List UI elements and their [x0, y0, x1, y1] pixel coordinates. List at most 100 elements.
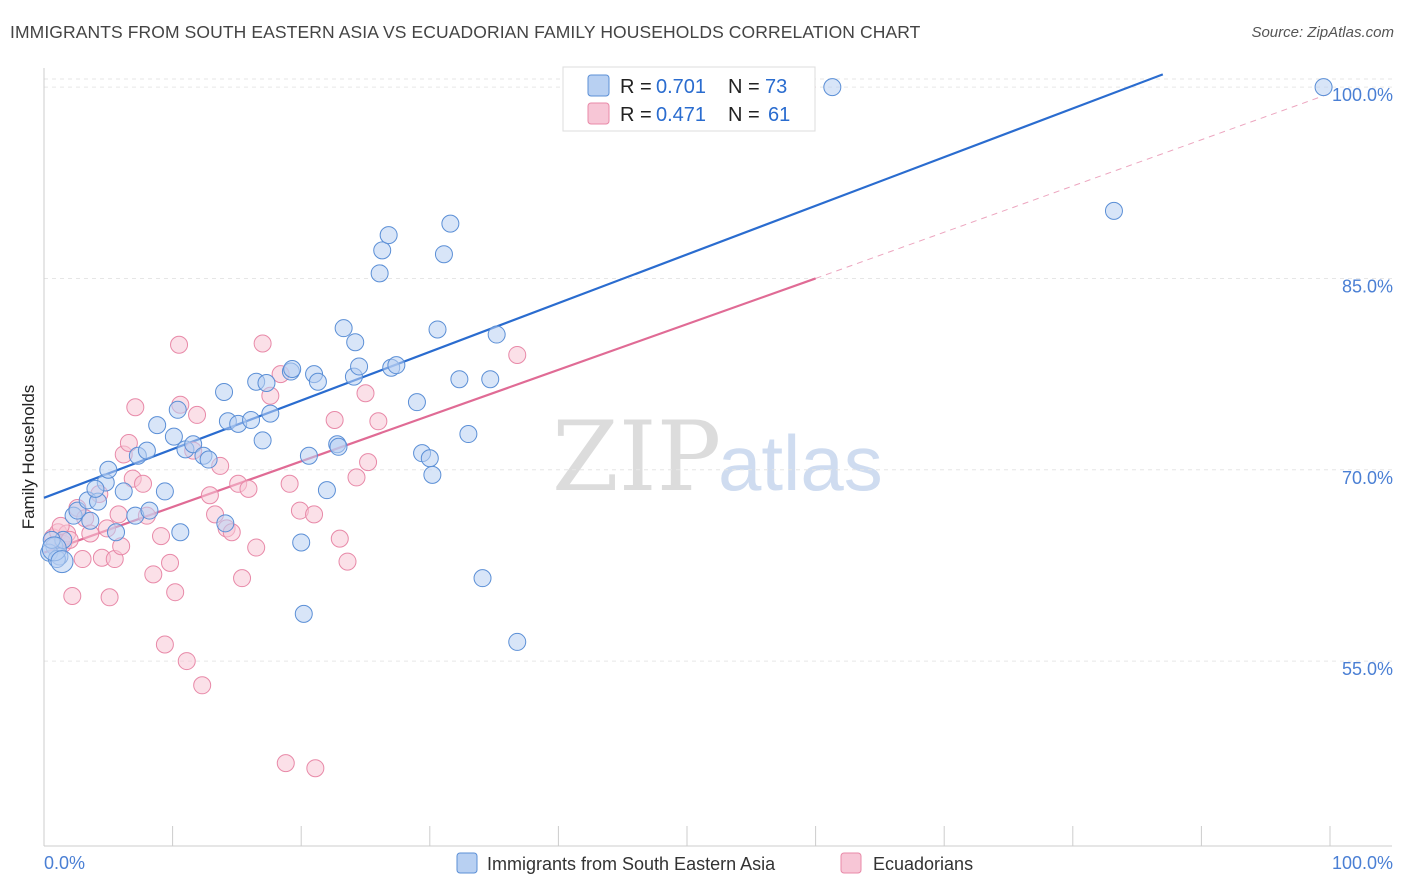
sea-point: [283, 359, 302, 378]
sea-point: [823, 78, 842, 97]
sea-point: [420, 449, 439, 468]
sea-point: [370, 264, 389, 283]
watermark-atlas: atlas: [718, 419, 883, 507]
source-label: Source: ZipAtlas.com: [1251, 24, 1394, 41]
axes: [43, 68, 1392, 847]
sea-point: [114, 482, 133, 501]
sea-point: [184, 435, 203, 454]
ecuadorians-point: [73, 550, 92, 569]
sea-point: [81, 511, 100, 530]
ecuadorians-point: [280, 474, 299, 493]
legend-blue-r-value: 0.701: [656, 76, 706, 98]
ecuadorians-point: [109, 505, 128, 524]
ecuadorians-point: [161, 553, 180, 572]
sea-points: [40, 78, 1333, 651]
sea-point: [299, 446, 318, 465]
y-tick-label: 55.0%: [1342, 659, 1393, 679]
sea-point: [155, 482, 174, 501]
ecuadorians-trend-line: [43, 277, 816, 554]
sea-point: [140, 501, 159, 520]
ecuadorians-point: [247, 538, 266, 557]
ecuadorians-point: [359, 453, 378, 472]
sea-point: [294, 604, 313, 623]
ecuadorians-point: [306, 759, 325, 778]
sea-point: [86, 479, 105, 498]
bottom-legend-pink-label: Ecuadorians: [873, 854, 973, 874]
sea-point: [242, 411, 261, 430]
ecuadorians-point: [347, 468, 366, 487]
legend-blue-swatch: [587, 74, 610, 97]
ecuadorians-point: [100, 588, 119, 607]
sea-point: [329, 437, 348, 456]
y-tick-label: 100.0%: [1332, 85, 1393, 105]
legend-blue-r-label: R =: [620, 76, 652, 98]
chart-title: IMMIGRANTS FROM SOUTH EASTERN ASIA VS EC…: [10, 22, 921, 42]
ecuadorians-trend-extension: [815, 93, 1331, 279]
sea-point: [346, 333, 365, 352]
ecuadorians-point: [253, 334, 272, 353]
y-axis-title: Family Households: [19, 385, 38, 530]
legend-pink-r-value: 0.471: [656, 104, 706, 126]
sea-point: [99, 460, 118, 479]
sea-point: [428, 320, 447, 339]
ecuadorians-point: [170, 335, 189, 354]
ecuadorians-point: [188, 405, 207, 424]
sea-point: [215, 382, 234, 401]
sea-point: [473, 569, 492, 588]
sea-point: [257, 374, 276, 393]
bottom-legend-pink-swatch: [840, 852, 862, 874]
ecuadorians-point: [193, 676, 212, 695]
ecuadorians-point: [369, 412, 388, 431]
sea-point: [334, 319, 353, 338]
sea-point: [107, 523, 126, 542]
sea-point: [261, 404, 280, 423]
sea-point: [434, 245, 453, 264]
sea-point: [441, 214, 460, 233]
ecuadorians-point: [155, 635, 174, 654]
y-tick-label: 85.0%: [1342, 276, 1393, 296]
x-tick-label-max: 100.0%: [1332, 853, 1393, 873]
watermark-zip: ZIP: [552, 401, 721, 513]
correlation-legend: R = 0.701 N = 73 R = 0.471 N = 61: [562, 66, 816, 132]
y-tick-label: 70.0%: [1342, 468, 1393, 488]
ecuadorians-point: [119, 433, 138, 452]
legend-pink-n-value: 61: [768, 104, 790, 126]
ecuadorians-point: [356, 384, 375, 403]
legend-pink-swatch: [587, 102, 610, 125]
sea-point: [373, 241, 392, 260]
sea-point: [317, 481, 336, 500]
sea-point: [423, 465, 442, 484]
legend-pink-n-label: N =: [728, 104, 760, 126]
ecuadorians-point: [152, 527, 171, 546]
ecuadorians-point: [177, 652, 196, 671]
sea-point: [450, 370, 469, 389]
sea-point: [308, 372, 327, 391]
sea-point: [379, 226, 398, 245]
ecuadorians-point: [305, 505, 324, 524]
sea-point: [50, 550, 74, 574]
ecuadorians-point: [134, 474, 153, 493]
sea-point: [459, 425, 478, 444]
x-ticks: [43, 826, 1331, 846]
ecuadorians-point: [166, 583, 185, 602]
ecuadorians-point: [338, 552, 357, 571]
x-tick-label-min: 0.0%: [44, 853, 85, 873]
sea-point: [199, 450, 218, 469]
sea-point: [407, 393, 426, 412]
sea-point: [481, 370, 500, 389]
sea-point: [137, 441, 156, 460]
bottom-legend-blue-label: Immigrants from South Eastern Asia: [487, 854, 776, 874]
ecuadorians-point: [200, 486, 219, 505]
sea-point: [350, 357, 369, 376]
ecuadorians-point: [276, 754, 295, 773]
legend-blue-n-label: N =: [728, 76, 760, 98]
sea-point: [148, 416, 167, 435]
sea-point: [1104, 201, 1123, 220]
series-legend: Immigrants from South Eastern Asia Ecuad…: [456, 852, 973, 874]
ecuadorians-point: [63, 587, 82, 606]
ecuadorians-point: [325, 411, 344, 430]
sea-point: [216, 514, 235, 533]
sea-point: [253, 431, 272, 450]
bottom-legend-blue-swatch: [456, 852, 478, 874]
